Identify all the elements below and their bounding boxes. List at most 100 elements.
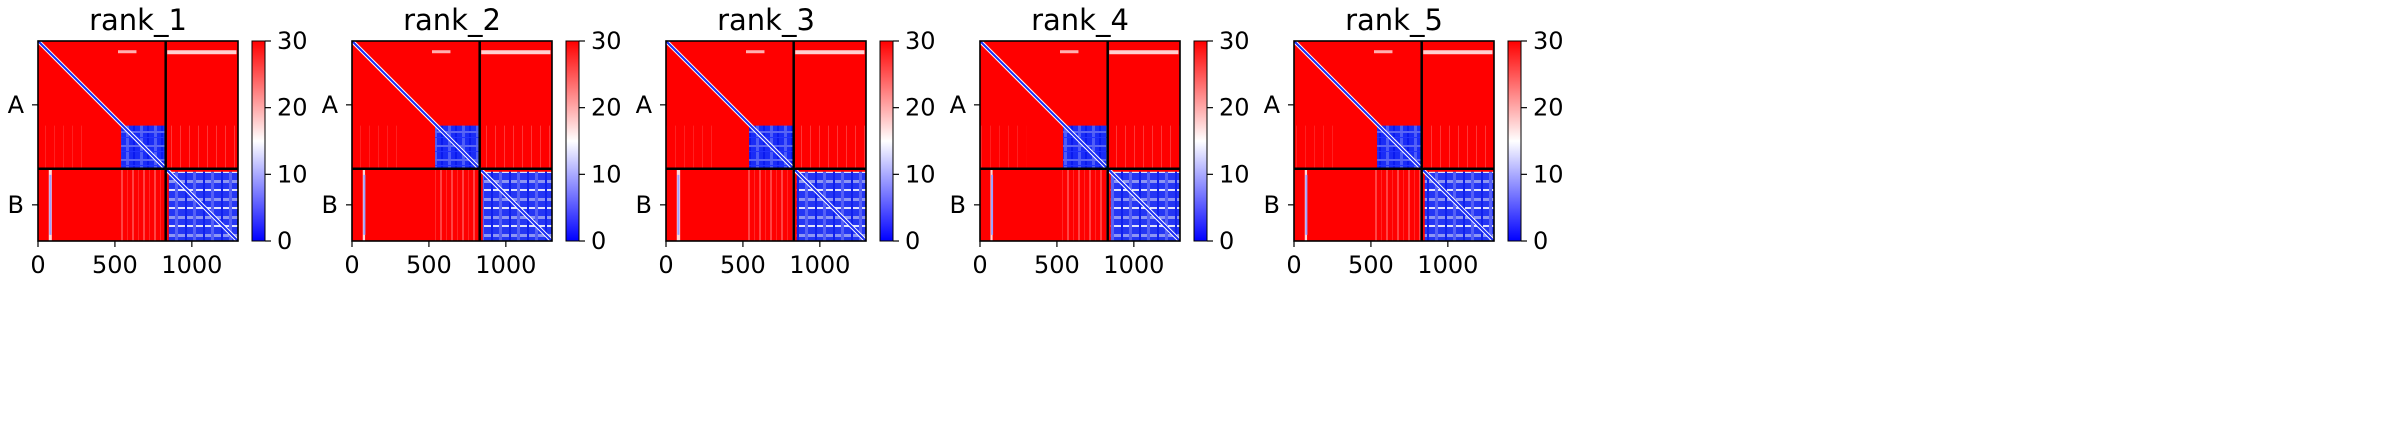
heatmap-band (746, 50, 765, 54)
colorbar-tick-label: 20 (591, 94, 622, 122)
heatmap-stripes (793, 125, 866, 169)
y-tick-label: A (8, 91, 25, 119)
pae-panel-3: rank_3 A B 0 500 1000 0 10 20 30 (636, 3, 936, 279)
heatmap-band (1423, 50, 1493, 55)
colorbar (1193, 40, 1208, 242)
axes-frame (37, 40, 239, 242)
heatmap-band (118, 50, 137, 54)
y-tick-label: A (1264, 91, 1281, 119)
x-tick-label: 0 (30, 251, 45, 279)
x-tick-label: 0 (972, 251, 987, 279)
x-tick-label: 1000 (1417, 251, 1478, 279)
colorbar-tick-label: 0 (1533, 227, 1548, 255)
x-tick-label: 500 (1348, 251, 1394, 279)
heatmap-stripes (980, 125, 1027, 169)
axes-frame (351, 40, 553, 242)
x-tick-label: 0 (1286, 251, 1301, 279)
colorbar-tick-label: 30 (277, 27, 308, 55)
heatmap-band (1374, 50, 1393, 54)
x-tick-label: 1000 (1103, 251, 1164, 279)
heatmap-band (1109, 50, 1179, 55)
heatmap-band (167, 50, 237, 55)
panel-title: rank_1 (89, 3, 187, 37)
x-tick-label: 1000 (161, 251, 222, 279)
colorbar-tick-label: 20 (1533, 94, 1564, 122)
heatmap-stripes (118, 168, 166, 241)
y-tick-label: B (322, 191, 338, 219)
heatmap-band (363, 174, 366, 235)
heatmap-band (677, 174, 680, 235)
heatmap-band (432, 50, 451, 54)
heatmap-stripes (666, 125, 713, 169)
heatmap-stripes (746, 168, 794, 241)
heatmap-band (1305, 174, 1308, 235)
colorbar-tick-label: 0 (1219, 227, 1234, 255)
heatmap-band (795, 50, 865, 55)
colorbar-tick-label: 0 (905, 227, 920, 255)
diagonal-line (37, 40, 239, 242)
pae-panel-1: rank_1 A B 0 500 1000 0 10 20 30 (8, 3, 308, 279)
panel-title: rank_3 (717, 3, 815, 37)
y-tick-label: A (322, 91, 339, 119)
diagonal-line (979, 40, 1181, 242)
colorbar-tick-label: 30 (1219, 27, 1250, 55)
diagonal-line (351, 40, 553, 242)
colorbar-tick-label: 30 (591, 27, 622, 55)
heatmap-stripes (38, 125, 85, 169)
colorbar-tick-label: 10 (905, 160, 936, 188)
heatmap-stripes (479, 125, 552, 169)
x-tick-label: 1000 (475, 251, 536, 279)
colorbar-tick-label: 20 (905, 94, 936, 122)
y-tick-label: B (8, 191, 24, 219)
colorbar (565, 40, 580, 242)
heatmap-stripes (165, 125, 238, 169)
x-tick-label: 0 (658, 251, 673, 279)
colorbar (879, 40, 894, 242)
heatmap-stripes (1374, 168, 1422, 241)
heatmap-stripes (1060, 168, 1108, 241)
y-tick-label: B (1264, 191, 1280, 219)
colorbar-tick-label: 20 (277, 94, 308, 122)
x-tick-label: 500 (1034, 251, 1080, 279)
heatmap-stripes (1294, 125, 1341, 169)
pae-panel-5: rank_5 A B 0 500 1000 0 10 20 30 (1264, 3, 1564, 279)
heatmap-stripes (352, 125, 399, 169)
colorbar-tick-label: 0 (277, 227, 292, 255)
x-tick-label: 1000 (789, 251, 850, 279)
heatmap-band (49, 174, 52, 235)
diagonal-line (665, 40, 867, 242)
y-tick-label: B (636, 191, 652, 219)
colorbar-tick-label: 0 (591, 227, 606, 255)
y-tick-label: A (636, 91, 653, 119)
pae-panel-4: rank_4 A B 0 500 1000 0 10 20 30 (950, 3, 1250, 279)
pae-panel-2: rank_2 A B 0 500 1000 0 10 20 30 (322, 3, 622, 279)
axes-frame (665, 40, 867, 242)
axes-frame (1293, 40, 1495, 242)
x-tick-label: 500 (406, 251, 452, 279)
colorbar-tick-label: 10 (277, 160, 308, 188)
diagonal-line (1293, 40, 1495, 242)
x-tick-label: 500 (92, 251, 138, 279)
y-tick-label: A (950, 91, 967, 119)
colorbar-tick-label: 30 (1533, 27, 1564, 55)
axes-frame (979, 40, 1181, 242)
panel-title: rank_2 (403, 3, 501, 37)
heatmap-stripes (1421, 125, 1494, 169)
heatmap-band (1060, 50, 1079, 54)
colorbar-tick-label: 30 (905, 27, 936, 55)
colorbar-tick-label: 10 (1533, 160, 1564, 188)
heatmap-stripes (432, 168, 480, 241)
panel-title: rank_5 (1345, 3, 1443, 37)
colorbar (251, 40, 266, 242)
colorbar (1507, 40, 1522, 242)
colorbar-tick-label: 10 (1219, 160, 1250, 188)
panel-title: rank_4 (1031, 3, 1129, 37)
x-tick-label: 0 (344, 251, 359, 279)
y-tick-label: B (950, 191, 966, 219)
heatmap-stripes (1107, 125, 1180, 169)
colorbar-tick-label: 20 (1219, 94, 1250, 122)
colorbar-tick-label: 10 (591, 160, 622, 188)
heatmap-band (991, 174, 994, 235)
x-tick-label: 500 (720, 251, 766, 279)
